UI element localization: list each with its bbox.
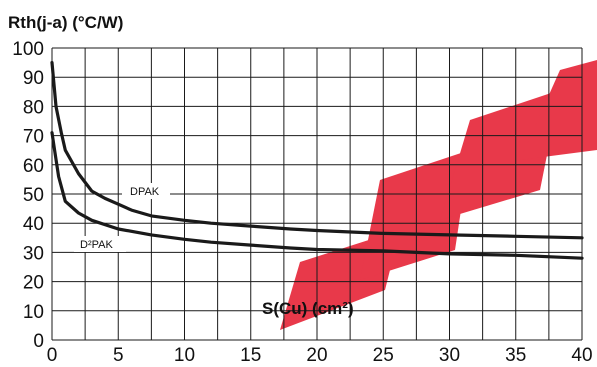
y-axis-ticks: 0 10 20 30 40 50 60 70 80 90 100 bbox=[12, 39, 44, 352]
chart-series bbox=[50, 61, 584, 260]
x-tick-label: 20 bbox=[306, 345, 327, 366]
chart-grid bbox=[51, 47, 583, 341]
watermark-shape-4 bbox=[520, 60, 597, 160]
series-line-1 bbox=[50, 131, 584, 260]
series-line-0 bbox=[50, 61, 584, 240]
d2pak-series-label-group: D²PAK bbox=[74, 236, 126, 252]
x-axis-title: S(Cu) (cm²) bbox=[262, 299, 354, 318]
x-tick-label: 30 bbox=[439, 345, 460, 366]
watermark-shape-2 bbox=[360, 150, 470, 280]
watermark-shape-3 bbox=[440, 90, 560, 220]
x-tick-label: 25 bbox=[373, 345, 394, 366]
x-tick-label: 10 bbox=[174, 345, 195, 366]
d2pak-series-label: D²PAK bbox=[80, 239, 113, 251]
x-tick-label: 40 bbox=[571, 345, 592, 366]
y-tick-label: 100 bbox=[12, 39, 44, 60]
y-tick-label: 50 bbox=[23, 185, 44, 206]
dpak-series-label-group: DPAK bbox=[122, 183, 170, 199]
y-tick-label: 0 bbox=[33, 331, 44, 352]
watermark-logo bbox=[280, 60, 597, 330]
x-tick-label: 15 bbox=[240, 345, 261, 366]
y-tick-label: 90 bbox=[23, 68, 44, 89]
y-tick-label: 30 bbox=[23, 243, 44, 264]
y-tick-label: 80 bbox=[23, 97, 44, 118]
x-axis-ticks: 0 5 10 15 20 25 30 35 40 bbox=[47, 345, 593, 366]
y-tick-label: 40 bbox=[23, 214, 44, 235]
x-tick-label: 0 bbox=[47, 345, 58, 366]
x-tick-label: 5 bbox=[113, 345, 124, 366]
dpak-series-label: DPAK bbox=[130, 186, 160, 198]
y-axis-title: Rth(j-a) (°C/W) bbox=[8, 13, 123, 32]
y-tick-label: 60 bbox=[23, 156, 44, 177]
x-tick-label: 35 bbox=[505, 345, 526, 366]
y-tick-label: 70 bbox=[23, 127, 44, 148]
y-tick-label: 10 bbox=[23, 302, 44, 323]
y-tick-label: 20 bbox=[23, 273, 44, 294]
